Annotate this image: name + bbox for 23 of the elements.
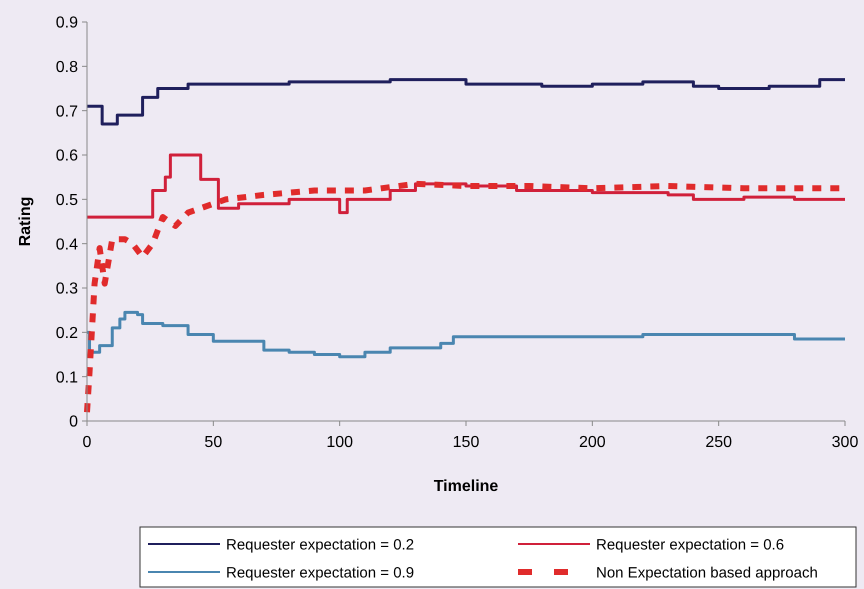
- legend-label: Non Expectation based approach: [596, 564, 818, 582]
- legend-label: Requester expectation = 0.9: [226, 564, 414, 582]
- y-tick-label: 0.3: [56, 280, 78, 298]
- y-tick-label: 0.4: [56, 236, 78, 254]
- x-tick-label: 300: [832, 434, 858, 451]
- legend-label: Requester expectation = 0.6: [596, 536, 784, 554]
- x-tick-label: 0: [82, 434, 92, 451]
- y-axis-title: Rating: [17, 196, 34, 246]
- x-tick-label: 100: [326, 434, 354, 451]
- y-tick-label: 0.6: [56, 148, 78, 165]
- x-tick-label: 50: [204, 434, 222, 451]
- x-axis-title: Timeline: [434, 478, 498, 495]
- y-tick-label: 0: [69, 414, 78, 431]
- y-tick-label: 0.5: [56, 192, 78, 209]
- y-tick-label: 0.2: [56, 324, 78, 342]
- y-tick-label: 0.7: [56, 103, 78, 120]
- y-tick-label: 0.8: [56, 58, 78, 76]
- y-tick-label: 0.1: [56, 369, 78, 386]
- x-tick-label: 200: [578, 434, 606, 451]
- x-tick-label: 150: [452, 434, 480, 451]
- y-tick-label: 0.9: [56, 14, 78, 32]
- legend-label: Requester expectation = 0.2: [226, 536, 414, 554]
- x-tick-label: 250: [705, 434, 732, 451]
